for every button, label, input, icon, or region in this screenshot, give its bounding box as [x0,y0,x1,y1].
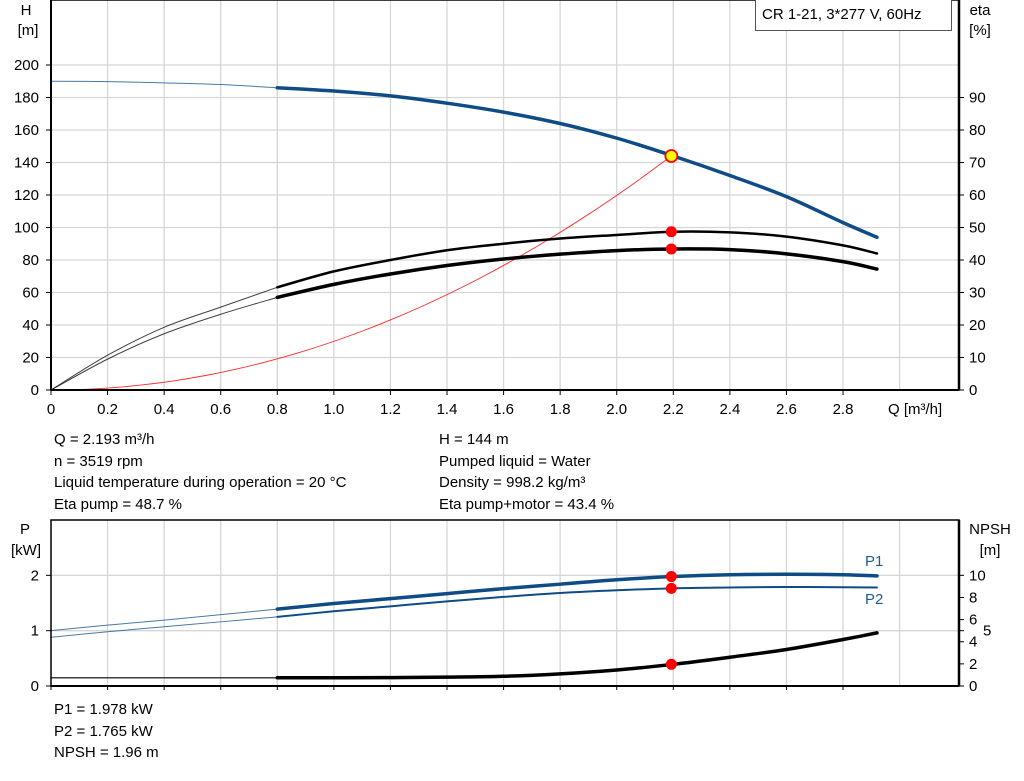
duty-point-eta-pump-motor [665,243,677,255]
p1-curve-extrapolated [50,608,278,632]
x-tick-label: 1.0 [323,401,344,418]
h-tick-label: 140 [14,155,39,172]
h-axis-name: H [21,2,32,19]
duty-point-p2 [665,582,677,594]
x-tick-label: 2.2 [663,401,684,418]
info-pumped-liquid: Pumped liquid = Water [439,452,591,470]
info-speed: n = 3519 rpm [54,452,143,470]
q-axis-label: Q [m³/h] [888,401,942,418]
npsh-curve [275,631,879,680]
eta-axis-unit: [%] [969,22,991,39]
head-curve-extrapolated [50,80,278,89]
info-eta-pump-motor: Eta pump+motor = 43.4 % [439,495,615,513]
npsh-tick-label: 8 [969,589,977,606]
p2-curve [276,585,878,618]
p-axis-name: P [20,521,30,538]
h-tick-label: 200 [14,57,39,74]
x-tick-label: 0.4 [154,401,175,418]
x-tick-label: 0.2 [97,401,118,418]
x-tick-label: 2.8 [833,401,854,418]
eta-pump-curve-extrapolated [50,286,278,391]
eta-pump-curve [276,230,879,289]
duty-info-right: H = 144 m Pumped liquid = Water Density … [439,429,614,515]
npsh-tick-label: 5 [983,623,991,640]
info-head: H = 144 m [439,431,509,448]
duty-point-head [664,149,679,163]
x-tick-label: 1.4 [437,401,458,418]
eta-tick-label: 40 [969,252,986,269]
duty-point-p1 [665,571,677,583]
info-flow: Q = 2.193 m³/h [54,431,155,448]
eta-tick-label: 50 [969,220,986,237]
p1-curve [275,572,879,611]
power-info: P1 = 1.978 kW P2 = 1.765 kW NPSH = 1.96 … [54,699,159,764]
h-tick-label: 40 [22,317,39,334]
eta-tick-label: 60 [969,187,986,204]
chart-title-box: CR 1-21, 3*277 V, 60Hz [755,0,952,31]
curves [50,80,879,680]
eta-tick-label: 80 [969,122,986,139]
eta-tick-label: 10 [969,350,986,367]
duty-point-npsh [665,658,677,670]
bottom-plot-frame [50,519,960,687]
x-tick-label: 1.2 [380,401,401,418]
p2-series-label: P2 [865,591,883,608]
npsh-tick-label: 10 [969,567,986,584]
x-tick-label: 2.0 [606,401,627,418]
system-curve [50,155,672,391]
h-tick-label: 180 [14,90,39,107]
p-axis-unit: [kW] [11,542,41,559]
eta-tick-label: 30 [969,285,986,302]
eta-tick-label: 0 [969,382,977,399]
h-tick-label: 20 [22,350,39,367]
eta-tick-label: 70 [969,155,986,172]
p2-curve-extrapolated [50,616,278,638]
x-tick-label: 0 [47,401,55,418]
p1-series-label: P1 [865,553,883,570]
x-tick-label: 1.8 [550,401,571,418]
info-density: Density = 998.2 kg/m³ [439,474,586,491]
info-npsh: NPSH = 1.96 m [54,744,159,761]
duty-info-left: Q = 2.193 m³/h n = 3519 rpm Liquid tempe… [54,429,346,515]
duty-point-eta-pump [665,226,677,238]
npsh-tick-label: 2 [969,656,977,673]
h-tick-label: 0 [31,382,39,399]
top-grid [51,0,959,390]
info-eta-pump: Eta pump = 48.7 % [54,495,182,513]
eta-tick-label: 20 [969,317,986,334]
npsh-tick-label: 0 [969,678,977,695]
p-tick-label: 1 [31,623,39,640]
x-tick-label: 0.6 [210,401,231,418]
x-tick-label: 2.4 [719,401,740,418]
h-tick-label: 80 [22,252,39,269]
info-liquid-temp: Liquid temperature during operation = 20… [54,474,347,491]
head-curve [275,86,879,239]
h-tick-label: 60 [22,285,39,302]
p-tick-label: 0 [31,678,39,695]
h-axis-unit: [m] [18,22,39,39]
info-p1: P1 = 1.978 kW [54,701,153,718]
npsh-axis-name: NPSH [969,521,1011,538]
x-tick-label: 2.6 [776,401,797,418]
x-tick-label: 1.6 [493,401,514,418]
chart-title: CR 1-21, 3*277 V, 60Hz [762,6,922,23]
npsh-tick-label: 4 [969,634,977,651]
bottom-grid [51,520,959,686]
h-tick-label: 120 [14,187,39,204]
npsh-axis-unit: [m] [980,542,1001,559]
axes [46,0,964,690]
h-tick-label: 160 [14,122,39,139]
eta-pump-motor-curve [275,247,879,300]
tick-labels: 0 0.2 0.4 0.6 0.8 1.0 1.2 1.4 1.6 1.8 2.0 2.2 2.4 2.6… [14,57,991,695]
eta-pump-motor-curve-extrapolated [50,296,278,391]
npsh-tick-label: 6 [969,612,977,629]
p-tick-label: 2 [31,567,39,584]
x-tick-label: 0.8 [267,401,288,418]
eta-axis-name: eta [970,2,992,19]
eta-tick-label: 90 [969,90,986,107]
h-tick-label: 100 [14,220,39,237]
info-p2: P2 = 1.765 kW [54,722,153,740]
